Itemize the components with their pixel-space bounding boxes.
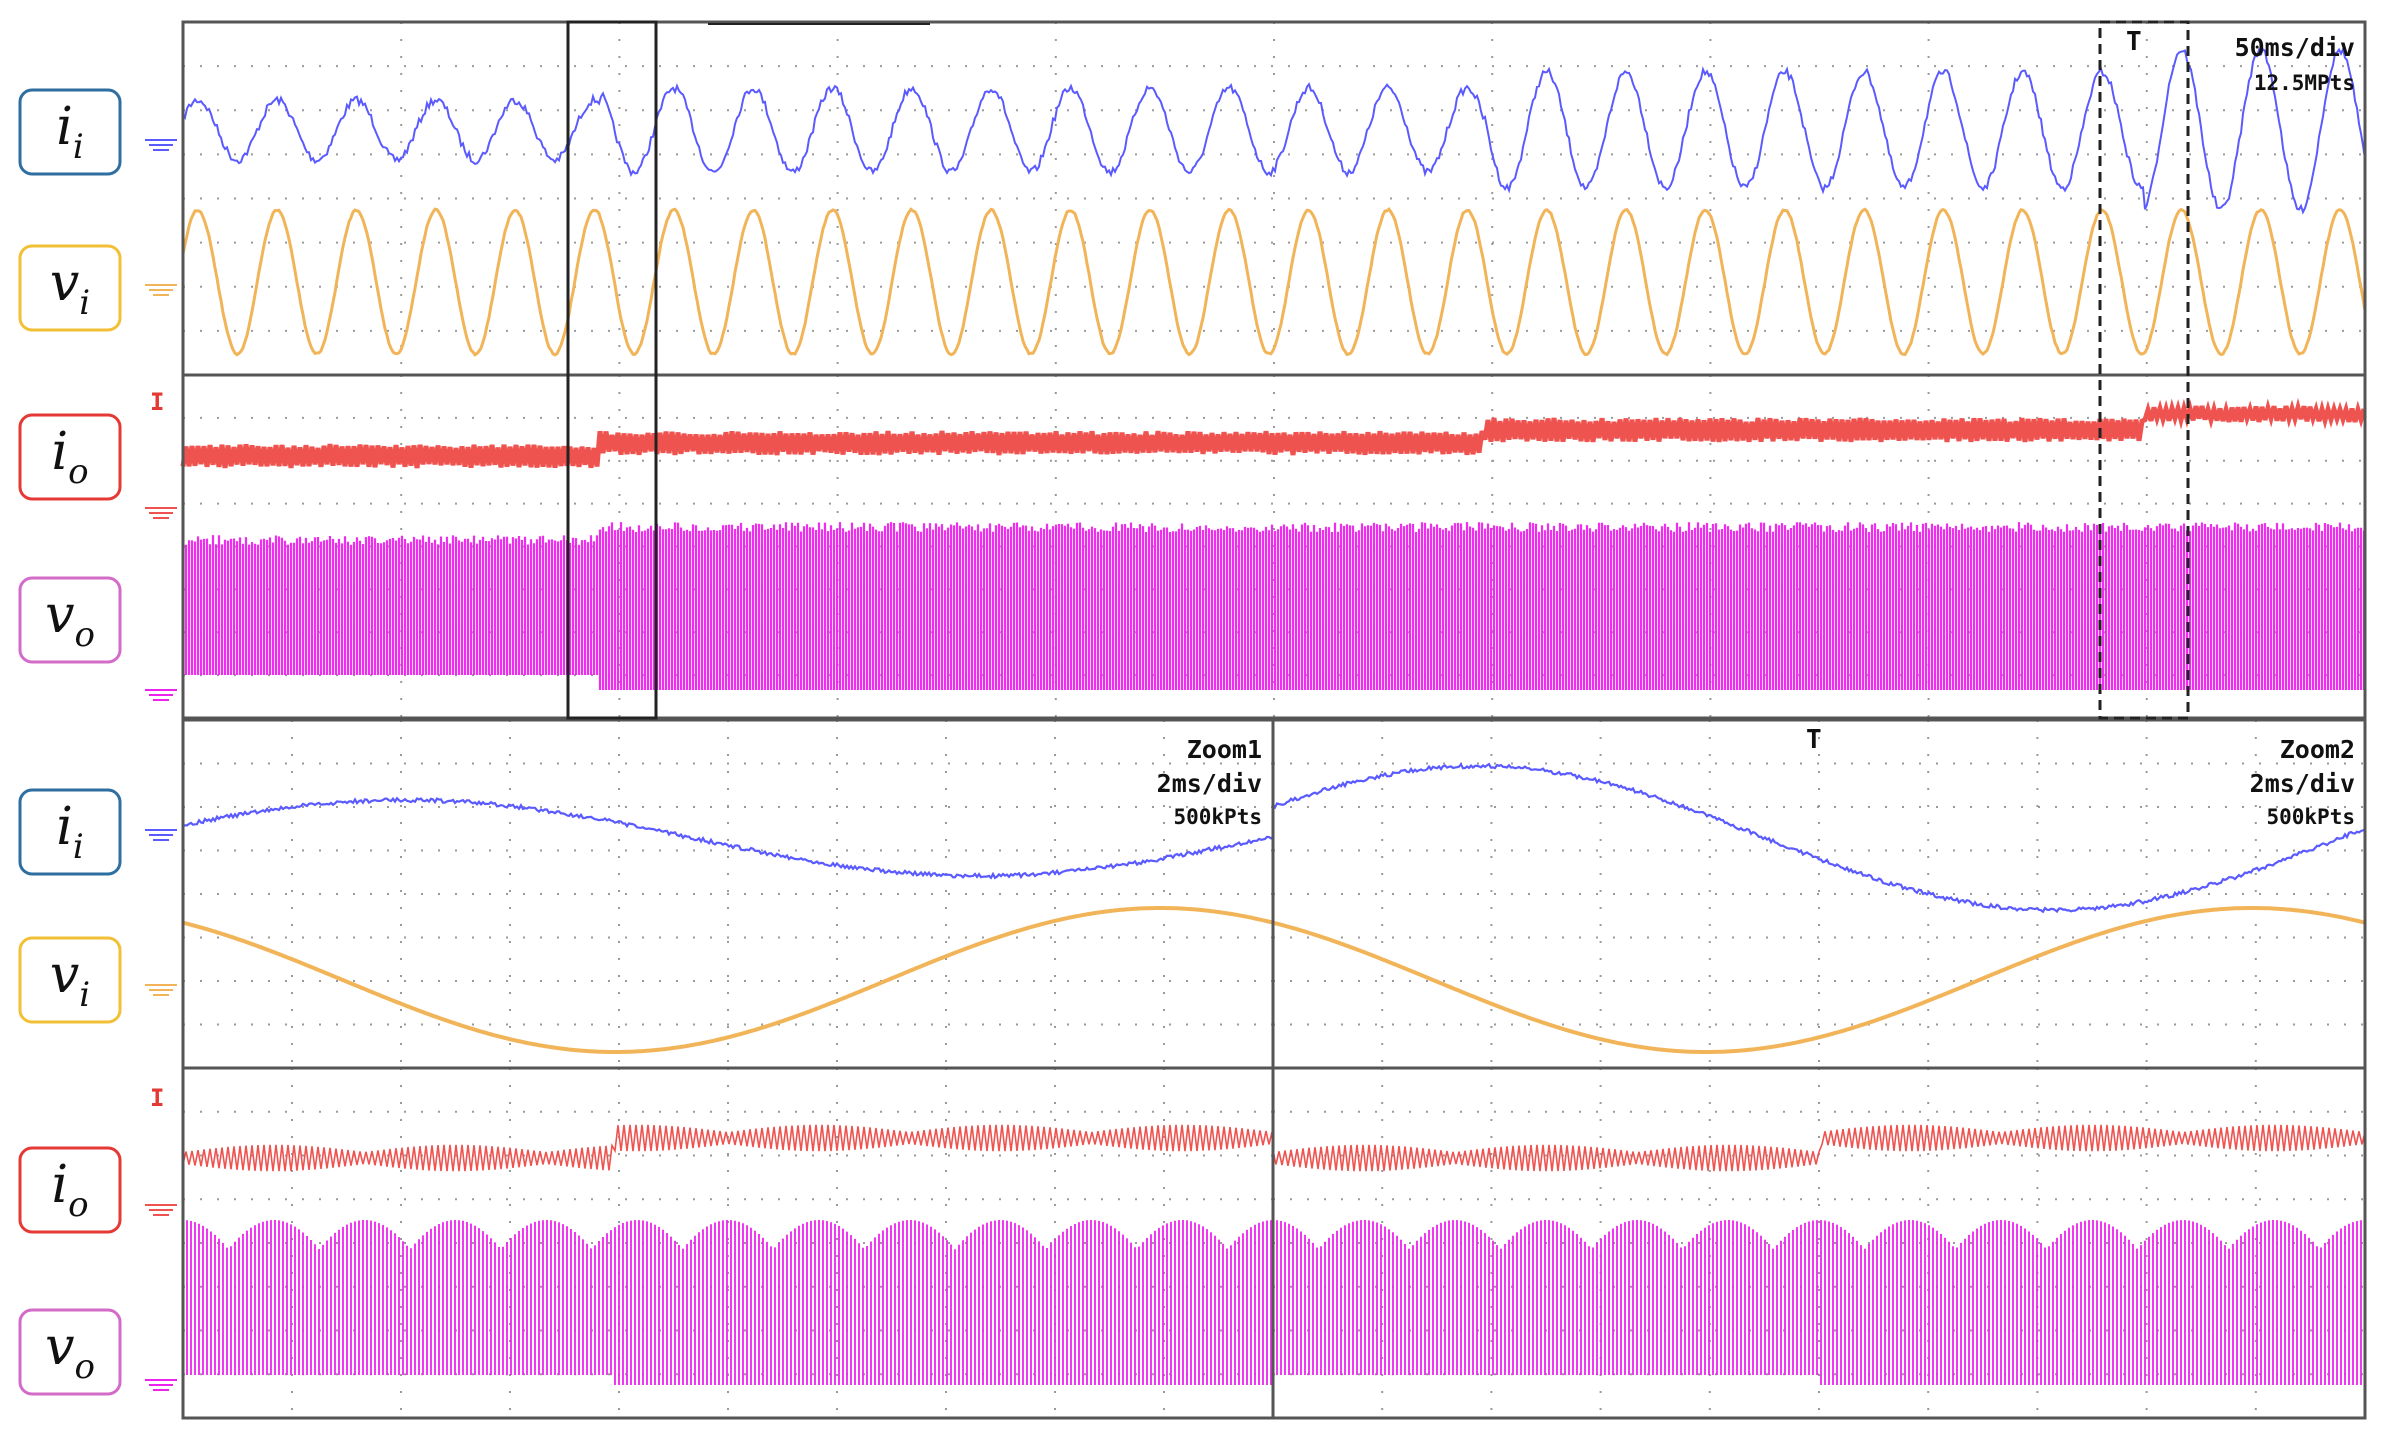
trigger-marker-main: T [2126,27,2142,57]
zoom2-title: Zoom2 [2280,735,2355,764]
waveform-traces [180,46,2367,1385]
zoom2-points: 500kPts [2266,805,2355,829]
ground-ii-zoom [145,829,177,841]
label-sub: i [79,975,90,1015]
ground-io [145,507,177,519]
trace-zoom1-io [182,1124,1273,1172]
zoom2-timebase: 2ms/div [2250,769,2355,798]
label-sub: o [74,1347,94,1387]
panel-frames [181,20,2367,1420]
label-box [18,413,122,501]
label-ii-4: ii [18,788,122,876]
label-box [18,244,122,332]
trace-zoom2-vi [1272,906,2366,1054]
ground-vo-zoom [145,1379,177,1391]
label-vo-3: vo [18,576,122,664]
grid-zoom1-top [183,720,1273,1068]
label-sub: i [73,127,84,167]
label-text-ii: ii [56,797,84,867]
label-sub: i [79,283,90,323]
label-text-ii: ii [56,97,84,167]
label-base: v [45,585,74,645]
zoom1-points: 500kPts [1173,805,1262,829]
trigger-level-marker-main: I [150,388,164,416]
label-text-vo: vo [45,1317,95,1387]
trace-zoom2-ii [1272,762,2366,914]
label-ii-0: ii [18,88,122,176]
label-box [18,788,122,876]
trigger-marker-zoom2: T [1806,725,1822,755]
label-text-vi: vi [50,945,90,1015]
trace-zoom1-vo [182,1220,1272,1385]
trace-zoom2-vo [1272,1220,2366,1385]
main-points: 12.5MPts [2254,71,2355,95]
trace-zoom2-io [1272,1124,2366,1172]
label-vi-1: vi [18,244,122,332]
label-text-vi: vi [50,253,90,323]
trace-main-ii [182,46,2366,215]
label-sub: o [68,452,88,492]
zoom1-timebase: 2ms/div [1157,769,1262,798]
label-text-io: io [51,1155,88,1225]
label-io-6: io [18,1146,122,1234]
ground-ii [145,139,177,151]
trace-zoom1-vi [182,906,1274,1054]
label-box [18,1146,122,1234]
label-vo-7: vo [18,1308,122,1396]
label-box [18,1308,122,1396]
label-sub: o [74,615,94,655]
label-text-vo: vo [45,585,95,655]
label-base: i [51,1155,68,1215]
label-sub: i [73,827,84,867]
label-io-2: io [18,413,122,501]
scope-annotations: 50ms/div 12.5MPts Zoom1 2ms/div 500kPts … [150,27,2355,1112]
label-base: v [50,945,79,1005]
label-base: i [51,422,68,482]
trace-main-io [180,397,2367,469]
label-base: i [56,97,73,157]
grid-zoom2-bottom [1273,1068,2365,1418]
grid-main-top [183,22,2365,375]
grid-zoom2-top [1273,720,2365,1068]
trace-main-vi [181,206,2367,357]
label-box [18,936,122,1024]
label-base: v [50,253,79,313]
label-box [18,576,122,664]
label-base: v [45,1317,74,1377]
label-text-io: io [51,422,88,492]
frame-main [181,20,2367,720]
label-sub: o [68,1185,88,1225]
zoom2-selection-box [2098,20,2190,720]
trace-zoom1-ii [182,796,1274,880]
main-timebase: 50ms/div [2235,33,2355,62]
ground-io-zoom [145,1204,177,1216]
label-base: i [56,797,73,857]
zoom1-selection-box [566,20,658,720]
label-box [18,88,122,176]
ground-vo [145,689,177,701]
label-vi-5: vi [18,936,122,1024]
ground-vi [145,284,177,296]
ground-vi-zoom [145,984,177,996]
trigger-level-marker-zoom: I [150,1084,164,1112]
zoom1-title: Zoom1 [1187,735,1262,764]
